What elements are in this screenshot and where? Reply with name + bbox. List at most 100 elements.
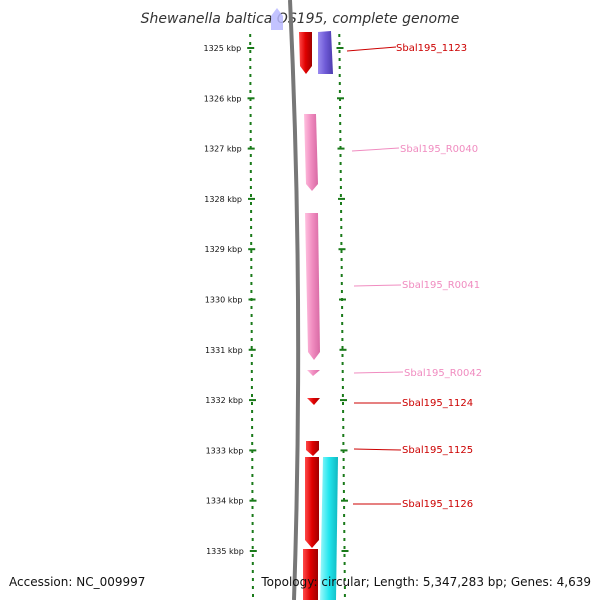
ruler-major-tick xyxy=(339,348,347,351)
feature-sbal195-1126[interactable] xyxy=(305,457,319,548)
ruler-dot xyxy=(249,90,252,93)
label-sbal195-r0042[interactable]: Sbal195_R0042 xyxy=(404,368,482,379)
ruler-dot xyxy=(250,234,253,237)
ruler-major-tick xyxy=(340,449,348,452)
ruler-dot xyxy=(250,226,253,229)
ruler-dot xyxy=(251,474,254,477)
ruler-dot xyxy=(249,106,252,109)
ruler-major-tick xyxy=(339,298,346,301)
feature-sbal195-1124[interactable] xyxy=(307,398,320,405)
accession-text: Accession: NC_009997 xyxy=(9,575,145,589)
feature-cyan-cds[interactable] xyxy=(320,457,338,600)
ruler-dot xyxy=(338,58,341,61)
ruler-dot xyxy=(343,522,346,525)
ruler-dot xyxy=(249,170,252,173)
ruler-dot xyxy=(251,466,254,469)
feature-sbal195-r0042[interactable] xyxy=(307,370,320,376)
ruler-dot xyxy=(339,154,342,157)
ruler-dot xyxy=(338,34,341,37)
ruler-dot xyxy=(250,346,253,349)
ruler-dot xyxy=(250,266,253,269)
ruler-dot xyxy=(338,90,341,93)
feature-callouts xyxy=(346,46,404,505)
ruler-tick-label: 1329 kbp xyxy=(204,245,242,254)
ruler-dot xyxy=(249,138,252,141)
ruler-dot xyxy=(250,274,253,277)
label-sbal195-1126[interactable]: Sbal195_1126 xyxy=(402,499,473,510)
ruler-dot xyxy=(339,162,342,165)
ruler-dot xyxy=(339,178,342,181)
ruler-major-tick xyxy=(337,147,345,150)
ruler-dot xyxy=(251,506,254,509)
ruler-dot xyxy=(343,586,346,589)
ruler-dot xyxy=(250,378,253,381)
feature-sbal195-r0040[interactable] xyxy=(304,114,318,191)
map-title: Shewanella baltica OS195, complete genom… xyxy=(141,11,460,27)
feature-sbal195-1123[interactable] xyxy=(299,32,312,74)
ruler-dot xyxy=(342,442,345,445)
feature-labels: Sbal195_1123 Sbal195_R0040 Sbal195_R0041… xyxy=(396,43,482,510)
feature-purple-cds[interactable] xyxy=(318,31,333,74)
ruler-dot xyxy=(251,554,254,557)
ruler-dot xyxy=(251,442,254,445)
ruler-dot xyxy=(342,426,345,429)
ruler-tick-label: 1325 kbp xyxy=(203,44,241,53)
ruler-dot xyxy=(340,202,342,205)
ruler-tick-label: 1330 kbp xyxy=(205,296,243,305)
label-sbal195-r0041[interactable]: Sbal195_R0041 xyxy=(402,280,480,291)
ruler-dot xyxy=(249,122,252,125)
ruler-dot xyxy=(251,538,254,541)
ruler-dot xyxy=(342,434,345,437)
ruler-dot xyxy=(251,570,254,573)
ruler-dot xyxy=(249,98,252,101)
label-sbal195-1124[interactable]: Sbal195_1124 xyxy=(402,398,473,409)
ruler-dot xyxy=(250,330,253,333)
ruler-dot xyxy=(339,170,342,173)
feature-track xyxy=(299,31,338,600)
feature-sbal195-1125[interactable] xyxy=(306,441,319,456)
ruler-dot xyxy=(342,466,345,469)
ruler-dot xyxy=(338,50,341,53)
ruler-dot xyxy=(343,498,345,501)
ruler-dot xyxy=(251,410,254,413)
ruler-dot xyxy=(251,482,254,485)
ruler-dot xyxy=(338,74,341,77)
ruler-major-tick xyxy=(249,499,257,502)
ruler-dot xyxy=(250,362,253,365)
ruler-dot xyxy=(251,434,254,437)
ruler-major-tick xyxy=(338,197,345,200)
ruler-tick-label: 1331 kbp xyxy=(205,346,243,355)
feature-red-cds-bottom[interactable] xyxy=(303,549,318,600)
ruler-dot xyxy=(249,154,252,157)
ruler-dot xyxy=(342,418,345,421)
ruler-dot xyxy=(343,530,346,533)
ruler-dot xyxy=(339,194,342,197)
ruler-dot xyxy=(341,314,344,317)
ruler-dot xyxy=(252,594,254,597)
feature-sbal195-r0041[interactable] xyxy=(305,213,320,360)
label-sbal195-r0040[interactable]: Sbal195_R0040 xyxy=(400,144,478,155)
ruler-dot xyxy=(251,498,254,501)
ruler-dot xyxy=(250,218,253,221)
ruler-dot xyxy=(341,370,344,373)
position-marker-icon xyxy=(271,8,283,30)
ruler-dot xyxy=(250,314,253,317)
ruler-major-tick xyxy=(247,97,255,100)
ruler-dot xyxy=(341,362,344,365)
ruler-dot xyxy=(251,426,254,429)
ruler-dot xyxy=(343,538,346,541)
ruler-dot xyxy=(249,66,252,69)
ruler-dot xyxy=(250,242,253,245)
label-sbal195-1123[interactable]: Sbal195_1123 xyxy=(396,43,467,54)
ruler-dot xyxy=(340,290,343,293)
ruler-dot xyxy=(339,122,342,125)
ruler-dot xyxy=(341,306,344,309)
ruler-tick-label: 1332 kbp xyxy=(205,396,243,405)
ruler-dot xyxy=(339,138,342,141)
ruler-dot xyxy=(250,194,252,197)
label-sbal195-1125[interactable]: Sbal195_1125 xyxy=(402,445,473,456)
ruler-dot xyxy=(343,554,346,557)
ruler-major-tick xyxy=(248,298,256,301)
ruler-dot xyxy=(250,250,253,253)
ruler-tick-labels: 1325 kbp 1326 kbp 1327 kbp 1328 kbp 1329 kbp… xyxy=(203,44,243,556)
